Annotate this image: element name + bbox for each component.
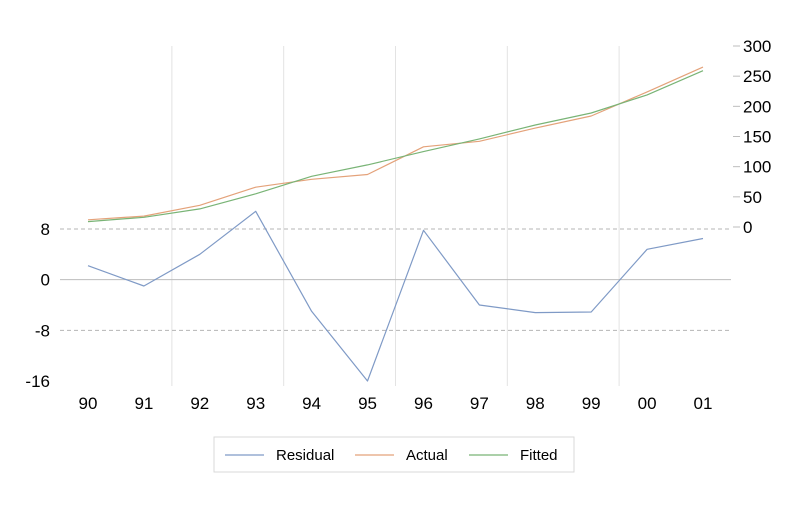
left-tick-label: -8 bbox=[35, 321, 50, 340]
x-tick-label: 91 bbox=[134, 394, 153, 413]
right-tick-label: 200 bbox=[743, 97, 771, 116]
series-line-actual bbox=[87, 66, 704, 221]
legend-label-residual: Residual bbox=[276, 447, 334, 464]
right-axis: 300 250 200 150 100 50 0 bbox=[733, 37, 771, 237]
legend: Residual Actual Fitted bbox=[213, 436, 575, 473]
x-tick-label: 98 bbox=[526, 394, 545, 413]
left-tick-label: 8 bbox=[41, 220, 50, 239]
right-tick-label: 150 bbox=[743, 128, 771, 147]
x-tick-label: 97 bbox=[470, 394, 489, 413]
legend-label-actual: Actual bbox=[406, 447, 448, 464]
right-tick-label: 100 bbox=[743, 158, 771, 177]
x-tick-label: 95 bbox=[358, 394, 377, 413]
x-tick-label: 00 bbox=[638, 394, 657, 413]
series-line-residual bbox=[87, 210, 704, 382]
left-axis: 8 0 -8 -16 bbox=[25, 220, 731, 391]
right-tick-label: 0 bbox=[743, 218, 752, 237]
left-tick-label: 0 bbox=[41, 271, 50, 290]
series-lines bbox=[87, 66, 704, 382]
right-tick-label: 300 bbox=[743, 37, 771, 56]
x-tick-label: 99 bbox=[582, 394, 601, 413]
left-tick-label: -16 bbox=[25, 372, 50, 391]
x-tick-label: 93 bbox=[246, 394, 265, 413]
x-tick-label: 01 bbox=[694, 394, 713, 413]
x-tick-label: 96 bbox=[414, 394, 433, 413]
right-tick-label: 50 bbox=[743, 188, 762, 207]
x-tick-label: 94 bbox=[302, 394, 321, 413]
legend-label-fitted: Fitted bbox=[520, 447, 558, 464]
x-axis: 90 91 92 93 94 95 96 97 98 99 00 01 bbox=[79, 394, 713, 413]
right-tick-label: 250 bbox=[743, 67, 771, 86]
x-tick-label: 92 bbox=[190, 394, 209, 413]
x-tick-label: 90 bbox=[79, 394, 98, 413]
series-line-fitted bbox=[87, 70, 704, 223]
grid bbox=[171, 46, 620, 386]
